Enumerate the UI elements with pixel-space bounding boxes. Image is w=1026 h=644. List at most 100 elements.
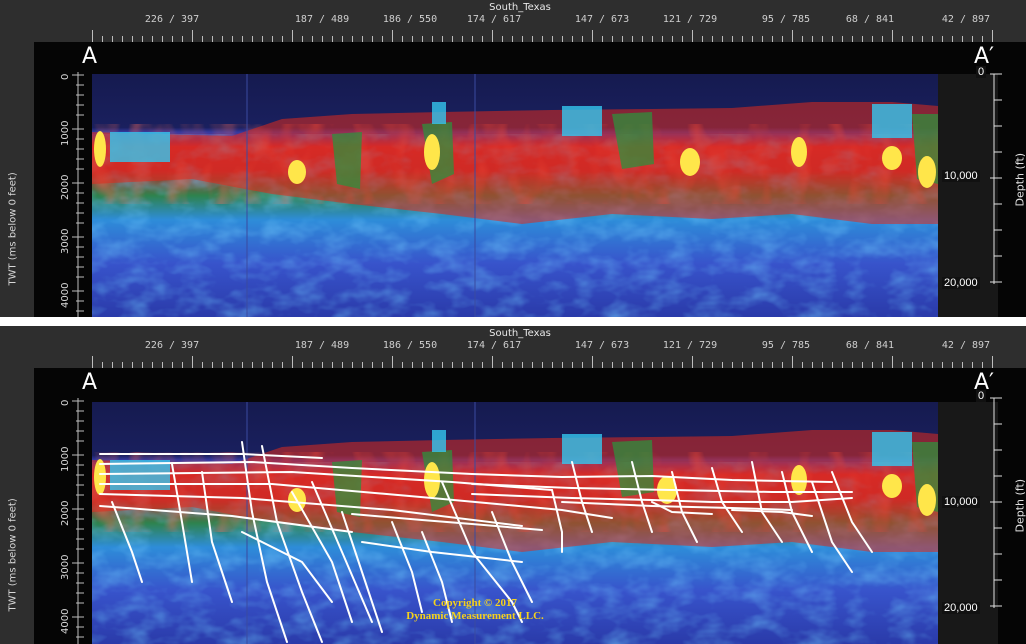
trace-tick — [172, 362, 173, 368]
section-start-label: A — [82, 44, 98, 69]
depth-tick-10000: 10,000 — [942, 170, 980, 182]
seismic-panel-uninterpreted: South_Texas 226 / 397 187 / 489 186 / 55… — [0, 0, 1026, 317]
trace-tick — [262, 36, 263, 42]
depth-axis-title: Depth (ft) — [1013, 152, 1026, 207]
trace-tick — [622, 36, 623, 42]
trace-tick — [492, 356, 493, 368]
trace-header: South_Texas 226 / 397 187 / 489 186 / 55… — [0, 326, 1026, 368]
trace-tick — [692, 356, 693, 368]
trace-tick — [512, 362, 513, 368]
trace-tick — [462, 36, 463, 42]
trace-tick — [942, 36, 943, 42]
trace-tick — [552, 36, 553, 42]
trace-tick — [282, 362, 283, 368]
trace-tick — [662, 36, 663, 42]
depth-axis-title: Depth (ft) — [1013, 478, 1026, 533]
trace-tick — [612, 362, 613, 368]
trace-tick — [382, 362, 383, 368]
trace-tick — [152, 362, 153, 368]
trace-tick — [982, 36, 983, 42]
trace-tick — [332, 36, 333, 42]
trace-tick — [242, 36, 243, 42]
trace-tick — [232, 36, 233, 42]
trace-tick — [262, 362, 263, 368]
trace-tick — [202, 362, 203, 368]
depth-tick-0: 0 — [976, 390, 987, 402]
trace-tick — [422, 36, 423, 42]
trace-tick — [652, 36, 653, 42]
trace-tick-row — [92, 356, 993, 368]
trace-tick — [482, 36, 483, 42]
trace-tick — [722, 36, 723, 42]
trace-tick — [102, 362, 103, 368]
time-tick-3000: 3000 — [60, 229, 71, 254]
trace-tick — [682, 36, 683, 42]
trace-tick — [772, 362, 773, 368]
trace-tick — [792, 356, 793, 368]
trace-tick — [592, 30, 593, 42]
depth-tick-0: 0 — [976, 66, 987, 78]
survey-title: South_Texas — [489, 2, 551, 13]
trace-tick — [232, 362, 233, 368]
trace-tick — [302, 362, 303, 368]
trace-tick — [382, 36, 383, 42]
trace-tick — [732, 362, 733, 368]
trace-tick — [102, 36, 103, 42]
trace-tick — [902, 36, 903, 42]
trace-tick-row — [92, 30, 993, 42]
trace-tick — [802, 362, 803, 368]
time-tick-4000: 4000 — [60, 609, 71, 634]
trace-tick — [282, 36, 283, 42]
trace-tick — [762, 36, 763, 42]
trace-tick — [842, 36, 843, 42]
trace-tick — [992, 356, 993, 368]
trace-tick — [342, 36, 343, 42]
trace-tick — [912, 36, 913, 42]
trace-tick — [142, 362, 143, 368]
trace-tick — [542, 36, 543, 42]
trace-label: 187 / 489 — [294, 340, 350, 351]
trace-tick — [932, 36, 933, 42]
trace-tick — [652, 362, 653, 368]
section-end-label: A′ — [974, 44, 995, 69]
left-margin — [0, 42, 34, 317]
time-tick-0: 0 — [60, 74, 71, 80]
trace-tick — [332, 362, 333, 368]
trace-tick — [622, 362, 623, 368]
trace-tick — [712, 36, 713, 42]
time-tick-2000: 2000 — [60, 501, 71, 526]
trace-label: 95 / 785 — [761, 14, 811, 25]
trace-tick — [972, 362, 973, 368]
trace-tick — [832, 36, 833, 42]
time-tick-2000: 2000 — [60, 175, 71, 200]
trace-tick — [632, 36, 633, 42]
time-tick-1000: 1000 — [60, 121, 71, 146]
trace-tick — [392, 30, 393, 42]
trace-tick — [702, 362, 703, 368]
trace-tick — [592, 356, 593, 368]
trace-tick — [352, 362, 353, 368]
trace-tick — [522, 362, 523, 368]
trace-tick — [452, 36, 453, 42]
seismic-panel-interpreted: South_Texas 226 / 397 187 / 489 186 / 55… — [0, 326, 1026, 644]
trace-label: 68 / 841 — [845, 14, 895, 25]
trace-tick — [512, 36, 513, 42]
trace-tick — [992, 30, 993, 42]
trace-tick — [562, 36, 563, 42]
trace-label: 68 / 841 — [845, 340, 895, 351]
trace-tick — [222, 36, 223, 42]
time-tick-1000: 1000 — [60, 447, 71, 472]
trace-tick — [862, 362, 863, 368]
trace-tick — [632, 362, 633, 368]
trace-label: 121 / 729 — [662, 340, 718, 351]
time-tick-0: 0 — [60, 400, 71, 406]
trace-tick — [552, 362, 553, 368]
trace-tick — [132, 362, 133, 368]
trace-tick — [922, 36, 923, 42]
depth-tick-20000: 20,000 — [942, 602, 980, 614]
trace-tick — [882, 36, 883, 42]
seismic-amplitude-image — [92, 74, 938, 317]
trace-tick — [782, 362, 783, 368]
trace-label: 95 / 785 — [761, 340, 811, 351]
trace-tick — [852, 36, 853, 42]
